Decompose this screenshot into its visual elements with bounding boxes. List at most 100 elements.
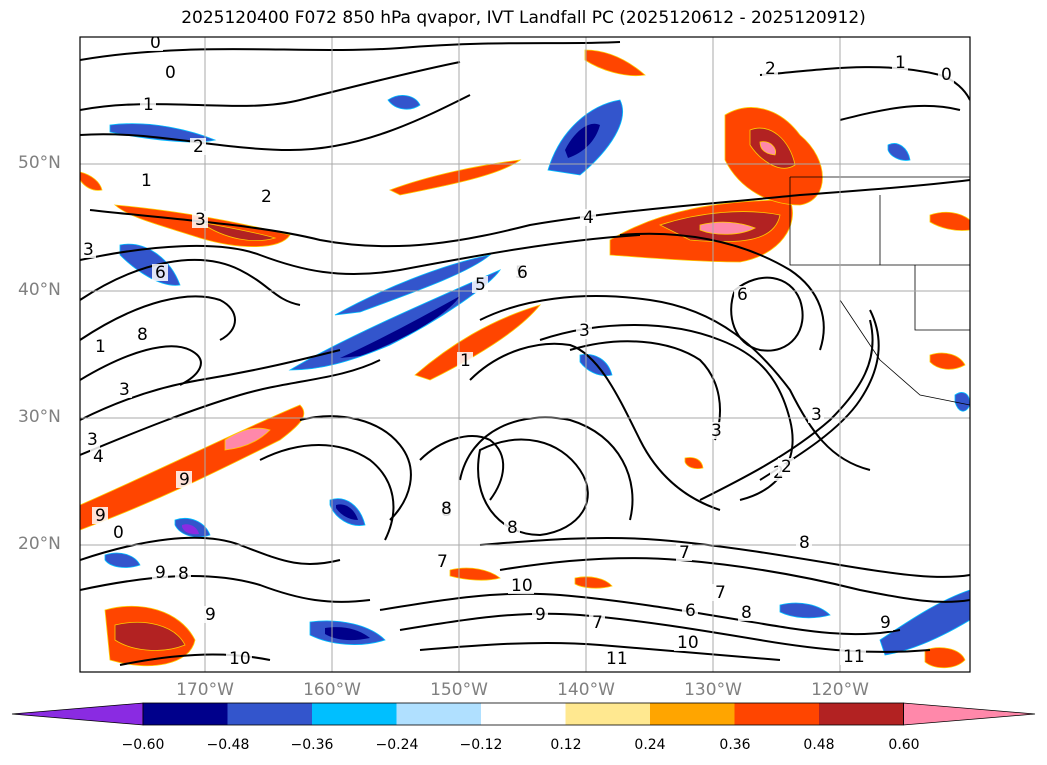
anomaly-negative — [182, 524, 199, 535]
contour-label: 3 — [811, 405, 822, 425]
contour-label: 9 — [880, 613, 891, 633]
colorbar-tick: 0.60 — [888, 737, 920, 753]
anomaly-positive — [684, 457, 704, 470]
contour-label: 9 — [95, 506, 106, 526]
contour-label: 1 — [141, 171, 152, 191]
contour-label: 4 — [583, 208, 594, 228]
contour-label: 8 — [507, 518, 518, 538]
contour-label: 7 — [592, 613, 603, 633]
contour-line — [699, 319, 874, 501]
contour-line — [479, 295, 871, 471]
plot-title: 2025120400 F072 850 hPa qvapor, IVT Land… — [181, 8, 866, 28]
lon-label-170w: 170°W — [176, 680, 234, 700]
contour-line — [119, 653, 271, 666]
contour-line — [730, 276, 804, 352]
contour-label: 11 — [843, 647, 865, 667]
anomaly-positive — [114, 622, 186, 651]
contour-line — [80, 574, 371, 603]
colorbar-bin — [143, 703, 228, 725]
contour-label: 3 — [87, 430, 98, 450]
colorbar-tick: −0.48 — [206, 737, 250, 753]
colorbar-bin — [396, 703, 482, 725]
anomaly-negative — [779, 602, 831, 619]
colorbar-bin — [734, 703, 820, 725]
lon-label-160w: 160°W — [303, 680, 361, 700]
lat-label-40n: 40°N — [18, 280, 61, 300]
anomaly-negative — [109, 123, 217, 143]
contour-label: 2 — [765, 59, 776, 79]
contour-label: 3 — [195, 210, 206, 230]
contour-line — [80, 94, 471, 152]
contour-line — [569, 340, 721, 441]
contour-label: 8 — [178, 564, 189, 584]
anomaly-positive — [929, 352, 966, 370]
anomaly-positive — [924, 647, 966, 669]
lat-label-30n: 30°N — [18, 407, 61, 427]
lon-label-140w: 140°W — [557, 680, 615, 700]
contour-line — [299, 415, 412, 521]
contour-label: 1 — [895, 53, 906, 73]
contour-label: 2 — [193, 137, 204, 157]
contour-label: 8 — [137, 325, 148, 345]
lat-label-20n: 20°N — [18, 534, 61, 554]
contour-line — [259, 444, 395, 541]
contour-label: 6 — [737, 285, 748, 305]
anomaly-negative — [387, 95, 421, 110]
colorbar-bin — [312, 703, 397, 725]
lon-label-150w: 150°W — [430, 680, 488, 700]
contour-label: 9 — [205, 605, 216, 625]
anomaly-positive — [699, 221, 756, 235]
contour-label: 8 — [741, 603, 752, 623]
contour-line — [80, 41, 621, 61]
contour-label: 10 — [229, 649, 251, 669]
lon-label-130w: 130°W — [684, 680, 742, 700]
contour-label: 5 — [475, 275, 486, 295]
contour-label: 7 — [715, 583, 726, 603]
colorbar-tick: 0.36 — [719, 737, 751, 753]
border-line — [789, 177, 970, 266]
contour-label: 0 — [113, 523, 124, 543]
colorbar-tick: −0.12 — [459, 737, 503, 753]
colorbar-tick: −0.36 — [290, 737, 334, 753]
contour-line — [759, 309, 880, 481]
colorbar-tick: −0.24 — [375, 737, 419, 753]
anomaly-positive — [389, 159, 522, 196]
contour-line — [499, 557, 970, 603]
contour-label: 7 — [679, 543, 690, 563]
colorbar-bin — [565, 703, 651, 725]
contour-label: 0 — [941, 65, 952, 85]
contour-line — [477, 438, 589, 537]
contour-label: 6 — [155, 263, 166, 283]
anomaly-negative — [879, 589, 970, 656]
anomaly-negative — [334, 254, 492, 316]
lat-label-50n: 50°N — [18, 153, 61, 173]
contour-line — [469, 342, 721, 511]
anomaly-positive — [224, 427, 271, 451]
contour-label: 9 — [535, 605, 546, 625]
border-line — [914, 265, 970, 331]
contour-line — [80, 234, 641, 275]
contour-line — [459, 416, 634, 521]
contour-label: 1 — [460, 351, 471, 371]
contour-label: 8 — [799, 533, 810, 553]
contour-label: 2 — [261, 187, 272, 207]
contour-labels: 0012123368134399099865543612388109767878… — [80, 37, 954, 669]
anomaly-positive — [80, 171, 103, 191]
contour-line — [89, 179, 970, 248]
contour-line — [419, 435, 505, 501]
contour-label: 9 — [155, 563, 166, 583]
anomaly-positive — [929, 211, 970, 231]
anomaly-negative — [104, 552, 141, 568]
contour-line — [619, 232, 825, 351]
contour-label: 11 — [606, 649, 628, 669]
colorbar-frame — [142, 702, 904, 726]
contour-label: 2 — [781, 457, 792, 477]
contour-line — [80, 345, 202, 386]
contour-line — [379, 592, 901, 636]
contour-label: 0 — [165, 63, 176, 83]
anomaly-negative — [336, 504, 358, 520]
anomaly-positive — [584, 49, 646, 77]
colorbar-bin — [650, 703, 735, 725]
contour-line — [80, 259, 301, 306]
